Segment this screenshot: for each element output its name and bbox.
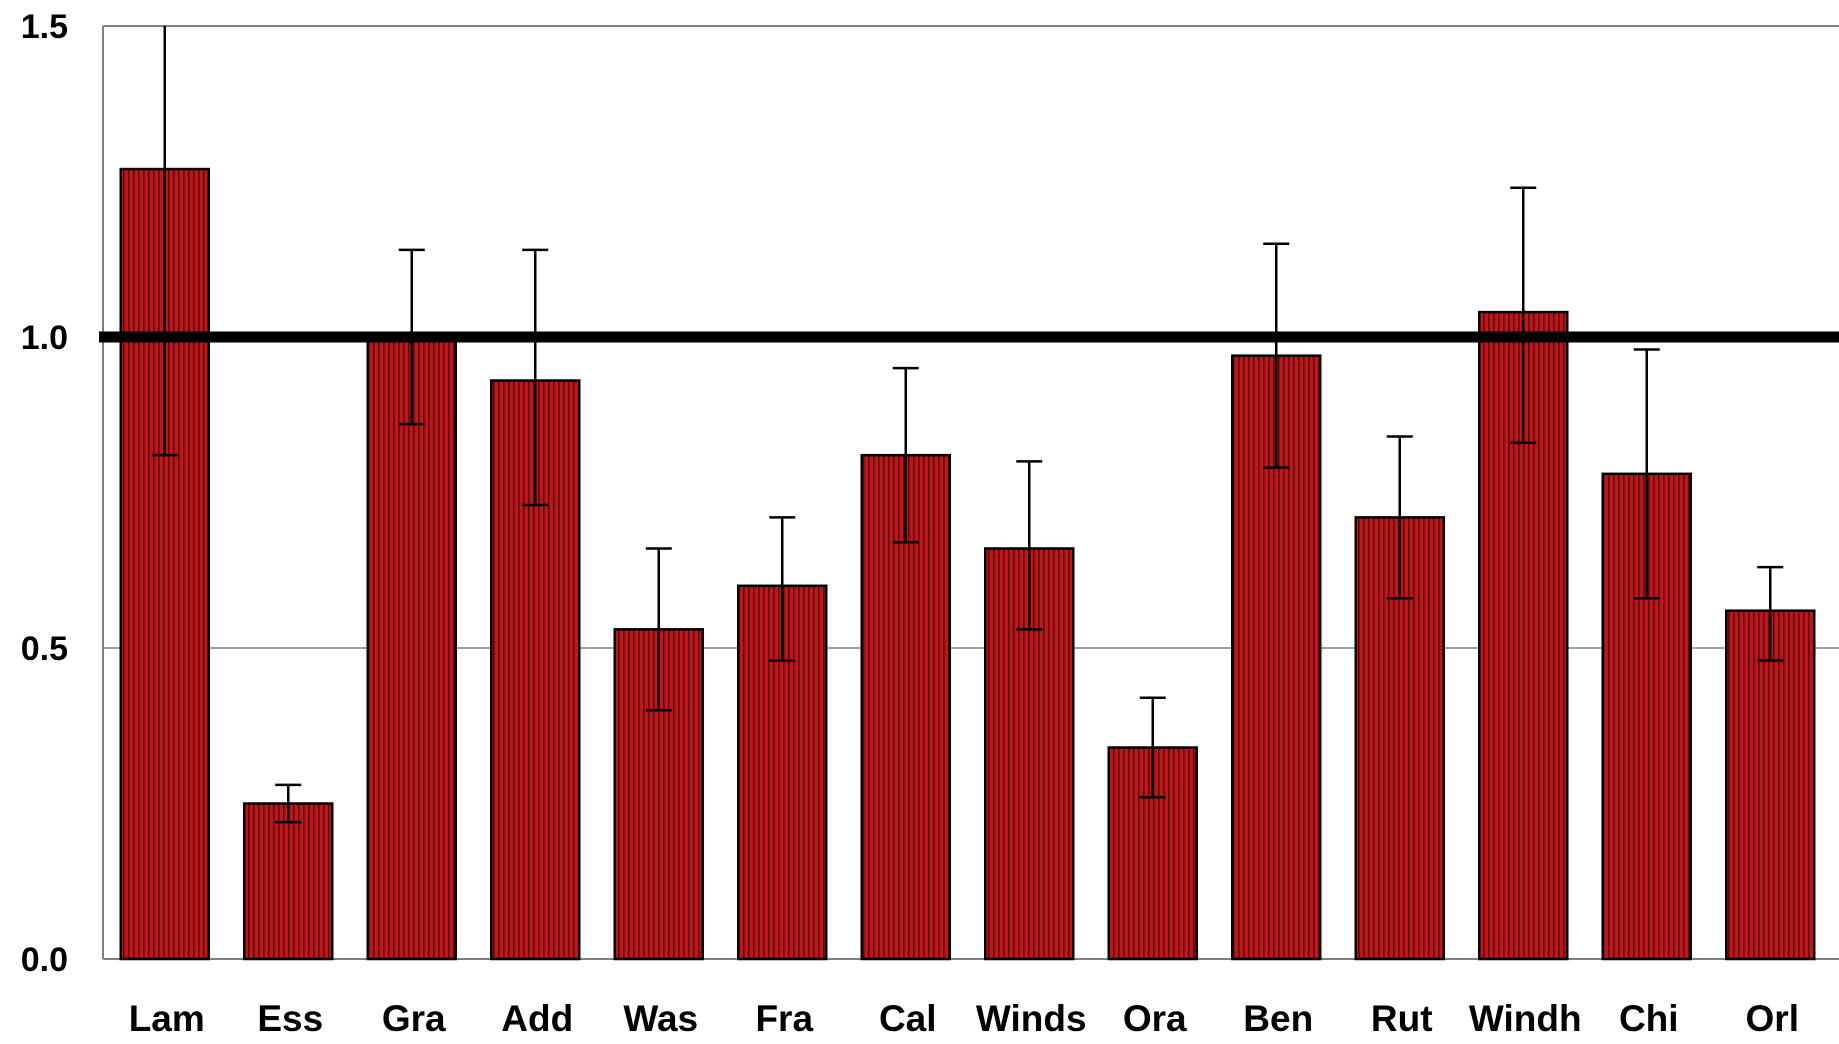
error-bar-chi <box>1633 348 1660 600</box>
y-tick-label-0: 0.0 <box>21 941 68 979</box>
plot-frame <box>102 25 1839 960</box>
error-bar-gra <box>398 248 425 426</box>
x-tick-label-ora: Ora <box>1123 998 1187 1039</box>
error-bar-rut <box>1386 435 1413 600</box>
bar-ora <box>1107 746 1198 961</box>
error-bar-ess <box>275 783 302 824</box>
error-bar-fra <box>769 516 796 662</box>
error-bar-was <box>645 547 672 712</box>
error-bar-lam <box>151 26 178 457</box>
x-tick-label-rut: Rut <box>1371 998 1433 1039</box>
bar-orl <box>1725 609 1816 961</box>
error-bar-orl <box>1757 565 1784 662</box>
error-bar-windh <box>1510 186 1537 444</box>
error-bar-ben <box>1263 242 1290 469</box>
bar-ben <box>1231 354 1322 961</box>
y-tick-label-1: 0.5 <box>21 630 68 668</box>
x-tick-label-chi: Chi <box>1619 998 1679 1039</box>
x-tick-label-ben: Ben <box>1243 998 1313 1039</box>
error-bar-winds <box>1016 460 1043 631</box>
x-tick-label-add: Add <box>501 998 573 1039</box>
y-tick-label-2: 1.0 <box>21 319 68 357</box>
x-tick-label-lam: Lam <box>129 998 205 1039</box>
error-bar-ora <box>1139 696 1166 799</box>
bar-ess <box>243 802 334 961</box>
x-tick-label-windh: Windh <box>1469 998 1582 1039</box>
y-axis-tick-labels: 0.0 0.5 1.0 1.5 <box>21 8 68 979</box>
x-tick-label-ess: Ess <box>257 998 323 1039</box>
gridlines <box>103 25 1839 960</box>
x-tick-label-winds: Winds <box>976 998 1087 1039</box>
bar-gra <box>366 335 457 961</box>
x-tick-label-was: Was <box>623 998 698 1039</box>
error-bar-cal <box>892 366 919 544</box>
x-tick-label-gra: Gra <box>382 998 446 1039</box>
x-tick-label-cal: Cal <box>879 998 937 1039</box>
y-tick-label-3: 1.5 <box>21 8 68 46</box>
x-axis-tick-labels: Lam Ess Gra Add Was Fra Cal Winds Ora Ben Rut Windh… <box>129 998 1799 1039</box>
bars <box>119 167 1816 961</box>
x-tick-label-orl: Orl <box>1746 998 1799 1039</box>
x-tick-label-fra: Fra <box>755 998 813 1039</box>
error-bars <box>151 26 1784 824</box>
error-bar-add <box>522 248 549 507</box>
